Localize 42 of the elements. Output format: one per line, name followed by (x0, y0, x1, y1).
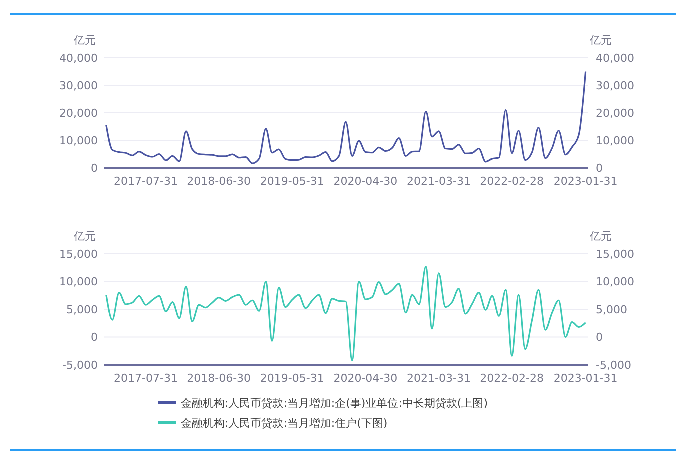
y2-axis-title: 亿元 (589, 34, 612, 47)
x-tick-label: 2022-02-28 (480, 372, 544, 385)
y2-tick-label: 10,000 (596, 276, 634, 289)
y-tick-label: 40,000 (60, 52, 98, 65)
y-tick-label: 5,000 (66, 303, 98, 316)
y-tick-label: 0 (91, 331, 98, 344)
y-tick-label: 20,000 (60, 106, 98, 120)
x-tick-label: 2023-01-31 (554, 372, 618, 385)
y2-axis-title: 亿元 (589, 230, 612, 243)
line-series (106, 266, 587, 362)
y-axis-title: 亿元 (73, 34, 96, 47)
y-tick-label: 10,000 (60, 134, 98, 148)
y2-tick-label: 30,000 (596, 79, 634, 92)
x-tick-label: 2019-05-31 (260, 372, 324, 385)
legend-label: 金融机构:人民币贷款:当月增加:住户(下图) (181, 416, 388, 430)
y-tick-label: 0 (91, 162, 98, 175)
x-tick-label: 2021-03-31 (407, 372, 471, 385)
y-tick-label: 10,000 (60, 276, 98, 289)
y-tick-label: 30,000 (60, 79, 98, 92)
x-tick-label: 2020-04-30 (334, 175, 398, 188)
x-tick-label: 2018-06-30 (187, 372, 252, 385)
x-tick-label: 2018-06-30 (187, 175, 252, 188)
x-tick-label: 2020-04-30 (334, 372, 398, 385)
y2-tick-label: 15,000 (596, 248, 634, 261)
y-axis-title: 亿元 (73, 230, 96, 243)
y2-tick-label: 0 (596, 331, 603, 344)
x-tick-label: 2017-07-31 (114, 175, 178, 188)
legend-label: 金融机构:人民币贷款:当月增加:企(事)业单位:中长期贷款(上图) (181, 396, 488, 410)
x-tick-label: 2023-01-31 (554, 175, 618, 188)
y2-tick-label: 0 (596, 162, 603, 175)
y2-tick-label: 40,000 (596, 52, 634, 65)
y2-tick-label: -5,000 (596, 358, 632, 372)
line-series (106, 70, 587, 164)
y-tick-label: -5,000 (62, 358, 98, 372)
x-tick-label: 2019-05-31 (260, 175, 324, 188)
y-tick-label: 15,000 (60, 248, 98, 261)
y2-tick-label: 5,000 (596, 303, 628, 316)
x-tick-label: 2017-07-31 (114, 372, 178, 385)
x-tick-label: 2021-03-31 (407, 175, 471, 188)
y2-tick-label: 20,000 (596, 106, 634, 120)
x-tick-label: 2022-02-28 (480, 175, 544, 188)
y2-tick-label: 10,000 (596, 134, 634, 148)
